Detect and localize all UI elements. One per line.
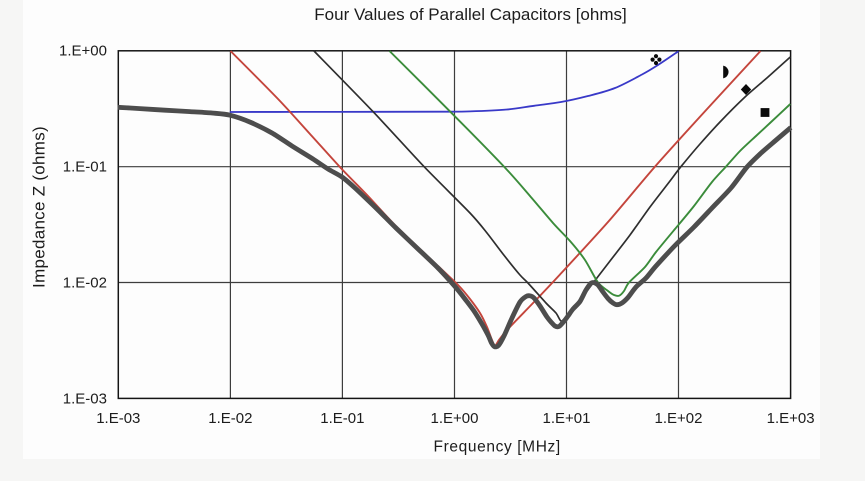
svg-text:Frequency [MHz]: Frequency [MHz] (434, 438, 561, 455)
svg-text:1.E+02: 1.E+02 (655, 410, 703, 427)
svg-text:1.E+03: 1.E+03 (767, 410, 815, 427)
svg-text:1.E+00: 1.E+00 (59, 43, 107, 60)
svg-text:1.E-03: 1.E-03 (96, 410, 140, 427)
svg-text:1.E-02: 1.E-02 (63, 274, 107, 291)
svg-text:Impedance Z (ohms): Impedance Z (ohms) (30, 126, 49, 288)
svg-text:1.E-03: 1.E-03 (63, 390, 107, 407)
svg-text:1.E-01: 1.E-01 (320, 410, 364, 427)
svg-text:1.E+00: 1.E+00 (431, 410, 479, 427)
svg-text:1.E+01: 1.E+01 (543, 410, 591, 427)
svg-text:1.E-01: 1.E-01 (63, 159, 107, 176)
svg-text:Four Values of Parallel Capaci: Four Values of Parallel Capacitors [ohms… (314, 5, 626, 24)
svg-text:1.E-02: 1.E-02 (208, 410, 252, 427)
